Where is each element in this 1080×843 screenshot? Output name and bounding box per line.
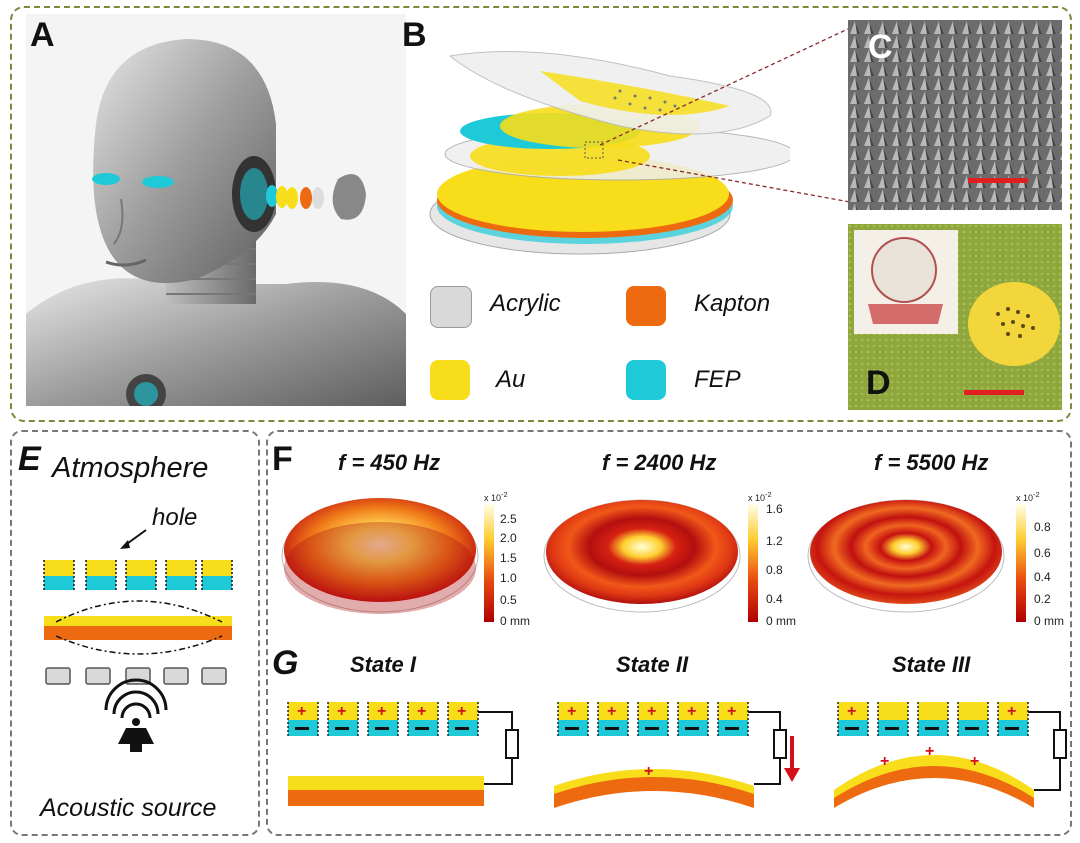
panel-letter-g: G [272,644,299,682]
panel-letter-e: E [18,440,41,478]
colorbar-1-tick: 2.0 [500,531,517,545]
svg-text:+: + [847,703,856,720]
colorbar-2-tick: 1.2 [766,534,783,548]
state-2-diagram: + + + + + + [554,702,800,808]
panel-letter-a: A [30,16,55,54]
panel-letter-c: C [868,28,893,66]
state-diagrams: + + + + + + + + + + + + + + + + [287,702,1067,808]
panel-e-frame [10,430,260,836]
legend-label-acrylic: Acrylic [490,290,561,317]
svg-text:+: + [377,703,386,720]
colorbar-1-tick: 1.0 [500,571,517,585]
device-photo [848,224,1062,410]
state-1-diagram: + + + + + [287,702,519,806]
svg-text:+: + [297,703,306,720]
state-title-1: State I [350,652,417,677]
svg-text:+: + [647,703,656,720]
speaker-icon [104,678,168,752]
colorbar-1-tick: 0 mm [500,614,530,628]
legend-swatch-kapton [626,286,666,326]
svg-text:+: + [687,703,696,720]
state-3-diagram: + + + + + [834,702,1067,808]
zoom-lines [600,27,851,203]
colorbar-2-tick: 1.6 [766,502,783,516]
atmosphere-label: Atmosphere [52,452,209,484]
colorbar-3-tick: 0.8 [1034,520,1051,534]
svg-text:+: + [880,753,889,770]
svg-text:+: + [607,703,616,720]
colorbar-exponent-3: x 10-2 [1016,490,1040,503]
svg-text:+: + [644,763,653,780]
colorbar-2-tick: 0 mm [766,614,796,628]
vibration-mode-plots [281,498,1026,622]
top-frame [10,6,1072,422]
state-title-3: State III [892,652,971,677]
mode-plot-2 [543,499,758,622]
panel-letter-f: F [272,440,293,478]
colorbar-2-tick: 0.8 [766,563,783,577]
svg-text:+: + [970,753,979,770]
legend-swatch-au [430,360,470,400]
device-exploded-view [429,51,790,255]
panel-letter-d: D [866,364,891,402]
svg-text:+: + [567,703,576,720]
perforated-electrode [43,560,233,590]
colorbar-exponent-2: x 10-2 [748,490,772,503]
colorbar-exponent-1: x 10-2 [484,490,508,503]
panel-fg-frame [266,430,1072,836]
colorbar-3-tick: 0 mm [1034,614,1064,628]
panel-e-diagram [43,529,233,752]
colorbar-3-tick: 0.4 [1034,570,1051,584]
mode-plot-3 [807,499,1026,622]
svg-text:+: + [1007,703,1016,720]
panel-letter-b: B [402,16,427,54]
svg-text:+: + [337,703,346,720]
colorbar-1-tick: 2.5 [500,512,517,526]
legend-swatch-acrylic [430,286,472,328]
hole-label: hole [152,504,198,531]
svg-text:+: + [727,703,736,720]
mode-title-2: f = 2400 Hz [602,450,717,475]
colorbar-1-tick: 0.5 [500,593,517,607]
mode-plot-1 [281,498,494,622]
svg-text:+: + [457,703,466,720]
legend-label-fep: FEP [694,366,741,393]
colorbar-1-tick: 1.5 [500,551,517,565]
mode-title-1: f = 450 Hz [338,450,441,475]
acoustic-source-label: Acoustic source [40,794,217,822]
legend-label-au: Au [496,366,526,393]
state-title-2: State II [616,652,689,677]
colorbar-2-tick: 0.4 [766,592,783,606]
legend-label-kapton: Kapton [694,290,771,317]
mode-title-3: f = 5500 Hz [874,450,989,475]
colorbar-3-tick: 0.2 [1034,592,1051,606]
svg-text:+: + [417,703,426,720]
colorbar-3-tick: 0.6 [1034,546,1051,560]
legend-swatch-fep [626,360,666,400]
robot-illustration [26,14,406,406]
sem-image [848,20,1062,210]
svg-text:+: + [925,743,934,760]
